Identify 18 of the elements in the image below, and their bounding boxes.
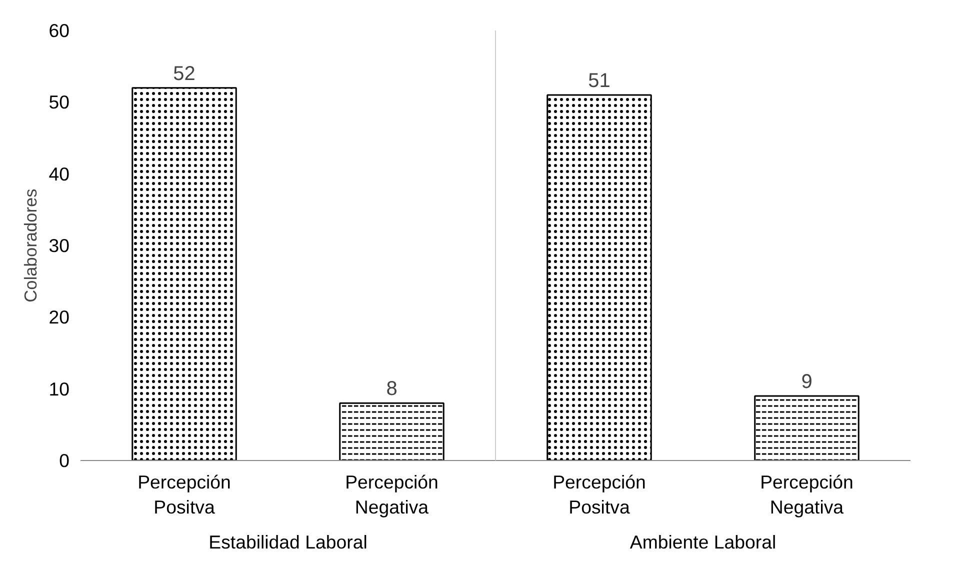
y-tick-label: 50: [48, 92, 70, 113]
y-tick-label: 10: [48, 378, 70, 400]
text: Estabilidad Laboral: [208, 532, 368, 552]
data-label: 52: [173, 62, 196, 85]
x-tick-label: Percepción Negativa: [345, 472, 438, 518]
data-label: 9: [801, 371, 812, 393]
y-tick-label: 40: [48, 163, 70, 184]
y-axis-title: Colaboradores: [20, 188, 41, 302]
y-tick-label: 20: [48, 306, 70, 328]
x-tick-label: Percepción Negativa: [760, 472, 854, 518]
data-label: 51: [588, 70, 610, 92]
x-tick-label: Percepción Positva: [552, 472, 646, 518]
x-tick-label: Percepción Positva: [138, 472, 231, 518]
y-tick-label: 60: [48, 20, 70, 41]
y-tick-label: 30: [48, 235, 70, 256]
data-label: 8: [386, 378, 398, 400]
y-tick-label: 0: [59, 450, 70, 471]
text: Ambiente Laboral: [630, 532, 776, 552]
